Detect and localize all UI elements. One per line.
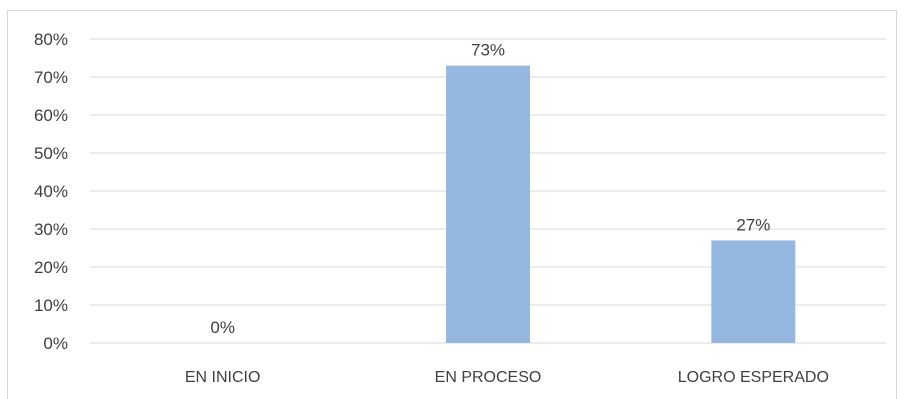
data-label: 0% [210,318,235,337]
x-category-label: EN PROCESO [435,369,542,386]
y-tick-label: 0% [43,334,68,353]
chart-frame [7,10,897,399]
y-tick-label: 50% [34,144,68,163]
y-tick-label: 10% [34,296,68,315]
x-axis-category-labels: EN INICIO EN PROCESO LOGRO ESPERADO [185,369,829,386]
data-label: 27% [736,215,770,234]
bar [711,240,796,343]
y-tick-label: 30% [34,220,68,239]
y-tick-label: 20% [34,258,68,277]
y-tick-label: 60% [34,106,68,125]
x-category-label: EN INICIO [185,369,261,386]
y-tick-label: 80% [34,30,68,49]
bars [446,65,796,343]
x-category-label: LOGRO ESPERADO [678,369,829,386]
y-tick-label: 70% [34,68,68,87]
data-label: 73% [471,41,505,60]
bar [446,65,530,343]
y-tick-label: 40% [34,182,68,201]
data-labels: 0% 73% 27% [210,41,770,337]
y-axis-tick-labels: 0% 10% 20% 30% 40% 50% 60% 70% 80% [34,30,68,353]
